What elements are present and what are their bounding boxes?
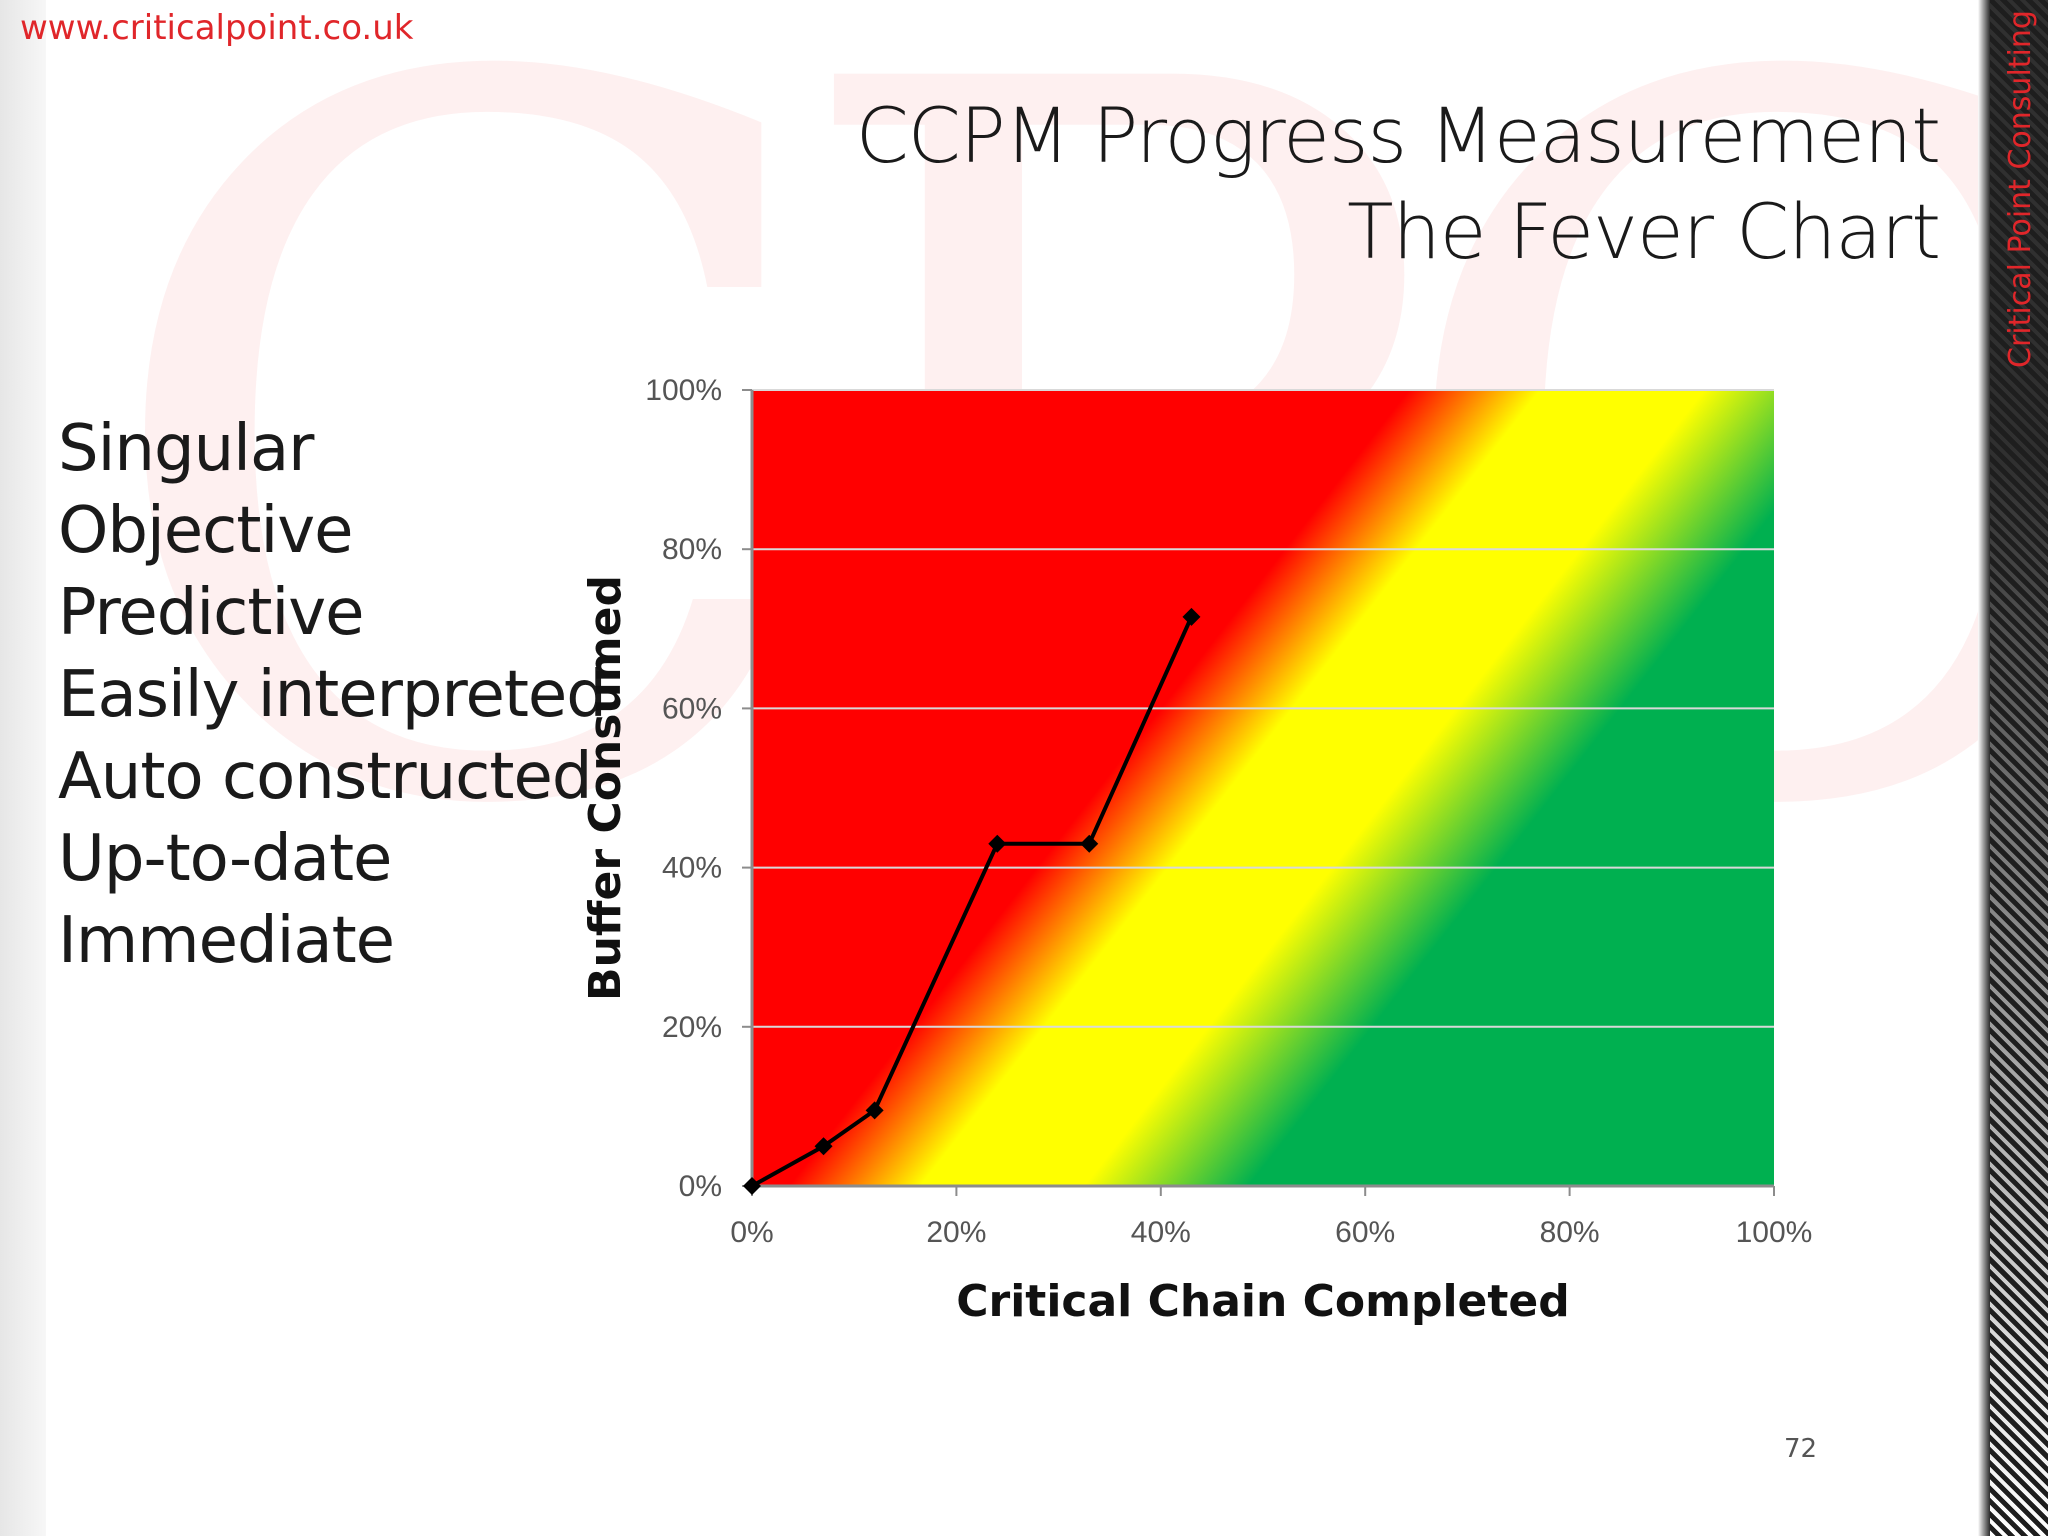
feature-item: Immediate <box>58 904 395 978</box>
x-tick-label: 0% <box>730 1216 773 1249</box>
website-url[interactable]: www.criticalpoint.co.uk <box>20 8 414 48</box>
left-shade <box>0 0 46 1536</box>
x-tick-label: 100% <box>1736 1216 1813 1249</box>
x-tick-label: 80% <box>1540 1216 1600 1249</box>
title-line-2: The Fever Chart <box>1347 187 1941 276</box>
feature-item: Auto constructed <box>58 740 592 814</box>
feature-item: Predictive <box>58 576 364 650</box>
y-axis-title: Buffer Consumed <box>580 575 631 1001</box>
data-point <box>1182 607 1201 626</box>
data-point <box>814 1137 833 1156</box>
y-tick-label: 80% <box>662 533 722 566</box>
data-point <box>1080 834 1099 853</box>
x-tick-label: 40% <box>1131 1216 1191 1249</box>
feature-list: Singular Objective Predictive Easily int… <box>58 408 607 982</box>
feature-item: Up-to-date <box>58 822 392 896</box>
y-tick-label: 20% <box>662 1011 722 1044</box>
series-line <box>751 616 1194 1188</box>
axes <box>742 389 1775 1196</box>
feature-item: Singular <box>58 412 314 486</box>
right-decorative-strip <box>1990 0 2048 1536</box>
feature-item: Objective <box>58 494 353 568</box>
data-point <box>743 1177 761 1195</box>
page-number: 72 <box>1784 1434 1818 1464</box>
title-line-1: CCPM Progress Measurement <box>855 91 1941 180</box>
x-tick-label: 20% <box>926 1216 986 1249</box>
data-point <box>988 834 1007 853</box>
company-side-label: Critical Point Consulting <box>2003 10 2038 368</box>
x-axis-title: Critical Chain Completed <box>956 1276 1570 1327</box>
gridlines <box>752 389 1774 1028</box>
slide-title: CCPM Progress Measurement The Fever Char… <box>855 88 1941 280</box>
y-tick-label: 0% <box>679 1170 722 1203</box>
y-tick-label: 60% <box>662 692 722 725</box>
y-tick-label: 40% <box>662 852 722 885</box>
right-strip-edge <box>1978 0 1990 1536</box>
tick-labels: 0% 20% 40% 60% 80% 100% 0% 20% 40% 60% 80% 100% <box>645 374 1812 1249</box>
fever-chart: 0% 20% 40% 60% 80% 100% 0% 20% 40% 60% 80% 100% Cri… <box>580 374 1812 1327</box>
y-tick-label: 100% <box>645 374 722 407</box>
series-group <box>743 607 1201 1195</box>
data-point <box>865 1101 884 1120</box>
feature-item: Easily interpreted <box>58 658 607 732</box>
zone-background <box>752 390 1774 1186</box>
x-tick-label: 60% <box>1335 1216 1395 1249</box>
